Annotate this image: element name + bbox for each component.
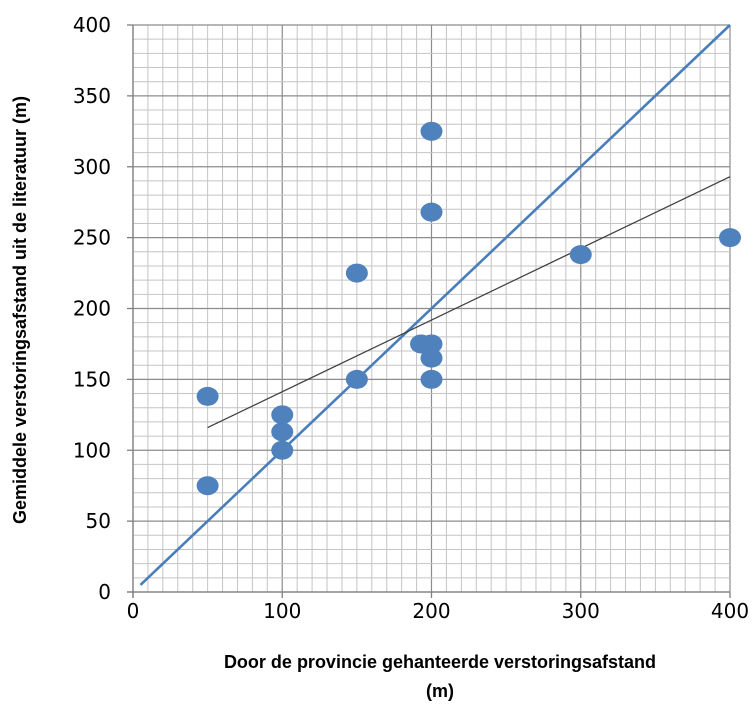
x-tick-label: 0: [127, 599, 140, 623]
trend-line: [207, 176, 731, 429]
data-point: [420, 121, 443, 141]
x-axis-label-line1: Door de provincie gehanteerde verstoring…: [224, 652, 656, 672]
y-tick-label: 400: [73, 13, 111, 37]
x-tick-label: 100: [263, 599, 301, 623]
data-point: [420, 334, 443, 354]
y-tick-label: 250: [73, 226, 111, 250]
y-tick-label: 150: [73, 367, 111, 391]
x-tick-label: 300: [562, 599, 600, 623]
data-point: [271, 440, 294, 460]
axes: [127, 24, 731, 598]
y-tick-label: 100: [73, 438, 111, 462]
data-point: [420, 348, 443, 368]
y-tick-label: 0: [98, 580, 111, 604]
data-point: [345, 369, 368, 389]
data-point: [719, 228, 741, 248]
data-point: [420, 369, 443, 389]
identity-line: [139, 24, 731, 586]
y-tick-label: 50: [86, 509, 111, 533]
data-point: [196, 476, 219, 496]
y-tick-labels: 0 50 100 150 200 250 300 350 400: [73, 13, 111, 604]
data-point: [271, 422, 294, 442]
x-tick-label: 200: [412, 599, 450, 623]
y-tick-label: 300: [73, 155, 111, 179]
y-axis-label: Gemiddele verstoringsafstand uit de lite…: [10, 96, 30, 524]
data-point: [420, 202, 443, 222]
data-point: [569, 245, 592, 265]
series-lines: [139, 24, 731, 586]
data-point: [271, 405, 294, 425]
data-point: [345, 263, 368, 283]
data-points: [196, 121, 741, 496]
y-tick-label: 350: [73, 84, 111, 108]
data-point: [196, 386, 219, 406]
x-tick-label: 400: [711, 599, 749, 623]
y-tick-label: 200: [73, 297, 111, 321]
x-axis-label-line2: (m): [426, 681, 454, 701]
x-tick-labels: 0 100 200 300 400: [127, 599, 749, 623]
